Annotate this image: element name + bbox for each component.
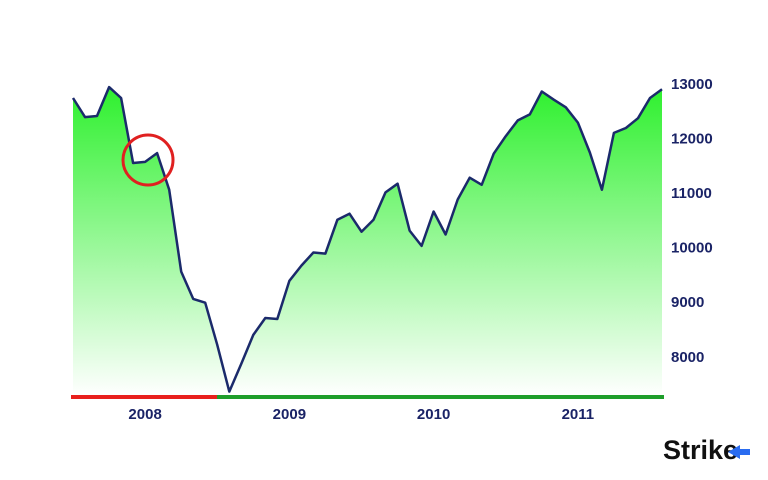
logo: Strike [663,435,738,465]
x-tick-label: 2010 [417,406,450,423]
y-tick-label: 9000 [671,294,704,311]
highlight-circle [121,133,175,187]
logo-arrow [728,445,750,459]
x-tick-label: 2011 [562,406,595,423]
area [73,87,662,396]
y-tick-label: 12000 [671,130,713,147]
x-tick-label: 2009 [273,406,306,423]
y-tick-label: 11000 [671,185,712,202]
line [71,85,663,393]
y-tick-label: 13000 [671,76,713,93]
y-tick-label: 10000 [671,240,713,257]
plot-area [71,85,663,396]
x-tick-label: 2008 [128,406,161,423]
y-tick-label: 8000 [671,349,704,366]
